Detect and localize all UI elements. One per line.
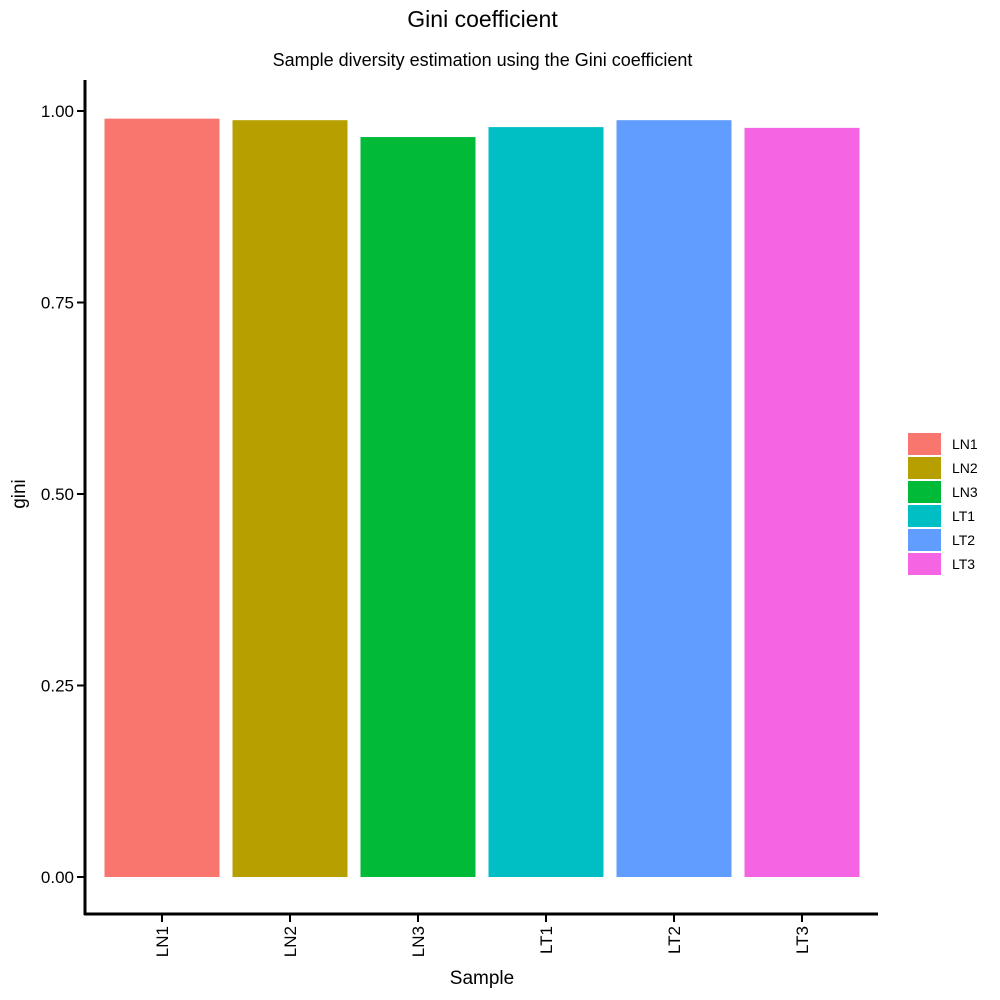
bar-ln1 <box>104 118 220 877</box>
bar-lt3 <box>744 127 860 878</box>
legend-item-ln2: LN2 <box>908 456 978 480</box>
legend: LN1 LN2 LN3 LT1 LT2 LT3 <box>908 432 978 576</box>
bar-lt2 <box>616 120 732 877</box>
legend-swatch <box>908 553 941 575</box>
legend-swatch <box>908 481 941 503</box>
y-axis-title: gini <box>9 479 30 509</box>
legend-swatch <box>908 457 941 479</box>
legend-swatch <box>908 529 941 551</box>
legend-item-ln1: LN1 <box>908 432 978 456</box>
legend-label: LN2 <box>952 460 978 476</box>
x-axis-title: Sample <box>449 968 515 989</box>
legend-label: LT1 <box>952 508 976 524</box>
x-tick-label-ln3: LN3 <box>409 926 428 957</box>
y-tick-label: 1.00 <box>41 102 74 121</box>
legend-item-lt2: LT2 <box>908 528 978 552</box>
bar-lt1 <box>488 127 604 877</box>
x-tick-label-lt2: LT2 <box>665 926 684 954</box>
axes-group: 0.00 0.25 0.50 0.75 1.00 LN1 LN2 LN3 LT1 LT2 LT3 <box>41 80 878 957</box>
x-tick-label-ln1: LN1 <box>153 926 172 957</box>
y-tick-label: 0.75 <box>41 294 74 313</box>
chart-title: Gini coefficient <box>407 6 558 32</box>
x-tick-label-lt3: LT3 <box>793 926 812 954</box>
bar-group <box>104 118 860 878</box>
bar-ln2 <box>232 120 348 877</box>
x-tick-label-lt1: LT1 <box>537 926 556 954</box>
legend-item-lt3: LT3 <box>908 552 978 576</box>
chart-subtitle: Sample diversity estimation using the Gi… <box>272 50 693 70</box>
x-tick-label-ln2: LN2 <box>281 926 300 957</box>
y-tick-label: 0.00 <box>41 868 74 887</box>
legend-label: LN1 <box>952 436 978 452</box>
y-tick-label: 0.25 <box>41 677 74 696</box>
legend-label: LN3 <box>952 484 978 500</box>
legend-item-ln3: LN3 <box>908 480 978 504</box>
legend-swatch <box>908 433 941 455</box>
legend-label: LT2 <box>952 532 976 548</box>
legend-swatch <box>908 505 941 527</box>
legend-item-lt1: LT1 <box>908 504 978 528</box>
y-tick-label: 0.50 <box>41 485 74 504</box>
bar-ln3 <box>360 137 476 877</box>
legend-label: LT3 <box>952 556 976 572</box>
